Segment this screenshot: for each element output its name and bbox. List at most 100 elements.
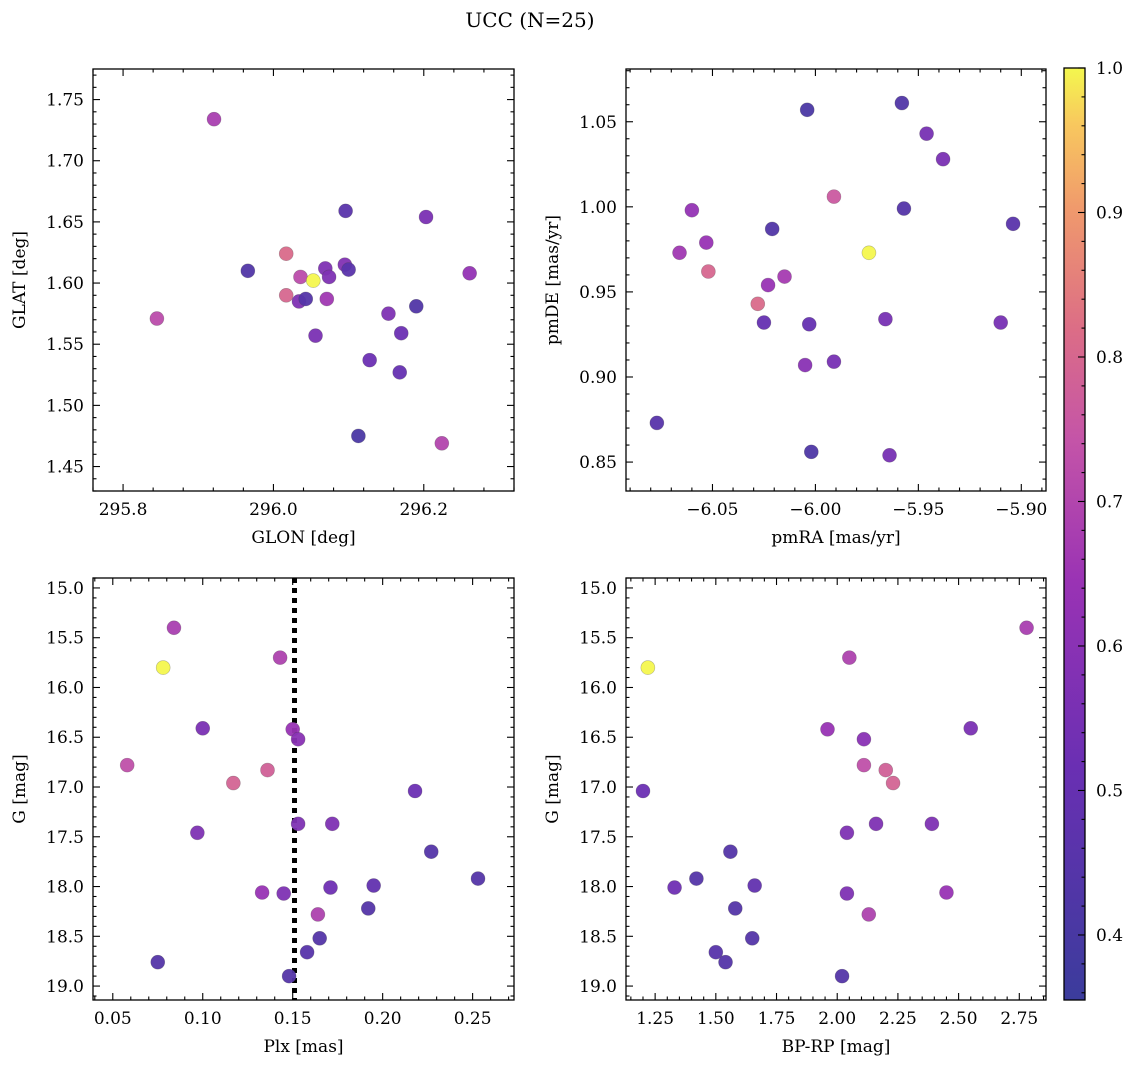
y-tick-label: 0.90: [579, 368, 617, 388]
data-point: [723, 844, 738, 860]
data-point: [640, 660, 656, 675]
data-point: [366, 878, 381, 893]
x-tick-label: 1.75: [758, 1009, 796, 1029]
x-tick-label: −6.00: [789, 500, 841, 520]
y-tick-label: 16.0: [46, 678, 84, 698]
data-point: [667, 880, 682, 895]
data-point: [939, 885, 954, 900]
colorbar-tick-label: 0.6: [1096, 637, 1123, 657]
y-tick-label: 1.45: [46, 458, 84, 478]
colorbar: 0.4 0.5 0.6 0.7 0.8 0.9 1.0: [1063, 59, 1123, 1001]
data-point: [407, 783, 423, 799]
points-layer: [149, 111, 477, 451]
plot-frame: [92, 577, 515, 1001]
y-tick-label: 17.0: [579, 778, 617, 798]
data-point: [293, 269, 308, 285]
data-point: [155, 660, 171, 675]
data-point: [839, 886, 855, 901]
data-point: [195, 720, 211, 736]
data-point: [777, 269, 792, 284]
data-point: [672, 245, 687, 261]
data-point: [310, 907, 326, 922]
x-tick-label: −5.95: [892, 500, 944, 520]
data-point: [1019, 620, 1034, 636]
y-tick-label: 1.65: [46, 213, 84, 233]
data-point: [321, 269, 337, 285]
x-axis-label: BP-RP [mag]: [782, 1037, 891, 1057]
colorbar-tick-label: 0.7: [1096, 492, 1123, 512]
y-tick-label: 17.0: [46, 778, 84, 798]
data-point: [278, 246, 294, 262]
y-axis-label: GLAT [deg]: [10, 231, 30, 329]
scatter-panel-1: 295.8 296.0 296.2 1.45 1.50 1.55 1.60 1.65 1.70 1…: [10, 68, 515, 548]
colorbar-gradient: [1064, 68, 1085, 1000]
data-point: [727, 901, 743, 916]
data-point: [820, 721, 835, 737]
y-tick-label: 0.85: [579, 453, 617, 473]
colorbar-tick-label: 0.5: [1096, 781, 1123, 801]
data-point: [834, 968, 850, 984]
data-point: [408, 298, 424, 314]
data-point: [381, 306, 396, 321]
y-tick-label: 18.5: [579, 927, 617, 947]
data-point: [797, 357, 813, 373]
y-tick-label: 16.5: [579, 728, 617, 748]
data-point: [290, 816, 306, 832]
data-point: [260, 762, 275, 778]
data-point: [418, 209, 434, 225]
x-tick-label: 2.00: [818, 1009, 856, 1029]
colorbar-tick-label: 1.0: [1096, 59, 1123, 79]
y-tick-label: 19.0: [579, 977, 617, 997]
data-point: [718, 954, 733, 970]
data-point: [393, 325, 409, 341]
y-tick-label: 1.60: [46, 274, 84, 294]
y-axis-label: G [mag]: [543, 754, 563, 823]
data-point: [319, 291, 335, 307]
chart-panels: 295.8 296.0 296.2 1.45 1.50 1.55 1.60 1.65 1.70 1…: [10, 68, 1047, 1057]
data-point: [360, 901, 376, 916]
x-axis-label: Plx [mas]: [263, 1037, 343, 1057]
data-point: [299, 944, 315, 960]
data-point: [434, 435, 450, 451]
data-point: [963, 720, 979, 736]
data-point: [166, 620, 182, 636]
data-point: [254, 885, 270, 900]
data-point: [323, 880, 338, 895]
data-point: [826, 354, 842, 369]
data-point: [878, 311, 893, 327]
data-point: [856, 731, 872, 747]
data-point: [764, 221, 780, 237]
data-point: [756, 315, 772, 330]
y-tick-label: 15.5: [579, 629, 617, 649]
data-point: [324, 816, 340, 832]
data-point: [149, 311, 165, 326]
data-point: [801, 316, 817, 332]
data-point: [1005, 216, 1021, 232]
data-point: [760, 277, 776, 293]
points-layer: [119, 578, 486, 1000]
data-point: [708, 944, 724, 960]
x-tick-label: 2.50: [940, 1009, 978, 1029]
y-tick-label: 16.0: [579, 678, 617, 698]
y-tick-label: 18.0: [579, 878, 617, 898]
data-point: [423, 844, 439, 860]
data-point: [744, 930, 760, 946]
data-point: [308, 328, 323, 343]
data-point: [635, 783, 651, 799]
points-layer: [649, 95, 1021, 463]
data-point: [868, 816, 884, 832]
x-tick-label: 295.8: [99, 500, 148, 520]
data-point: [338, 203, 353, 219]
scatter-panel-2: −6.05 −6.00 −5.95 −5.90 0.85 0.90 0.95 1.00 1.05…: [543, 68, 1047, 548]
data-point: [747, 878, 762, 893]
plot-frame: [92, 68, 515, 492]
x-axis-label: GLON [deg]: [251, 528, 355, 548]
data-point: [462, 265, 477, 281]
y-tick-label: 1.70: [46, 152, 84, 172]
x-tick-label: 0.10: [184, 1009, 222, 1029]
plot-frame: [625, 577, 1047, 1001]
data-point: [842, 650, 857, 665]
y-tick-label: 17.5: [579, 828, 617, 848]
data-point: [882, 447, 897, 463]
